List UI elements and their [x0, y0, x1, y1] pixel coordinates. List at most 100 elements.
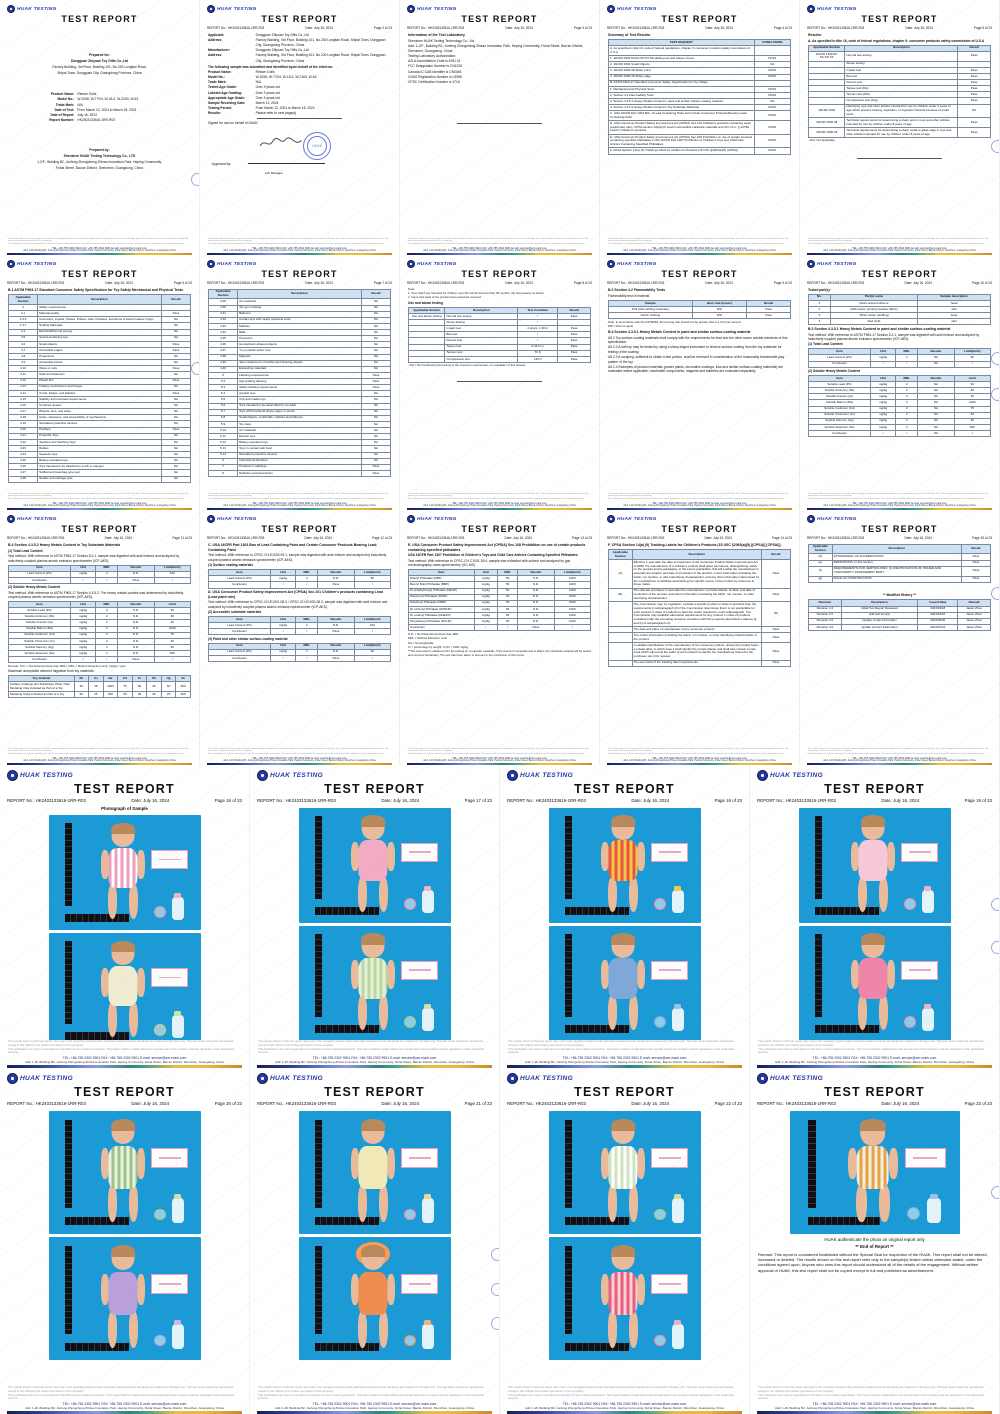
doll-leg: [128, 1184, 138, 1223]
info-table: Applicant: Dongguan Zhiyuan Toy Gifts Co.…: [208, 33, 391, 64]
table-cell: NA: [760, 601, 792, 628]
table-cell: NA: [917, 430, 955, 438]
doll-leg: [378, 1184, 388, 1223]
table-cell: mg/kg: [69, 570, 97, 578]
table-cell: /: [895, 430, 919, 438]
table-row: Lead Content (Pb) mg/kg 2 N.D. 90: [208, 648, 392, 656]
table-row: (e) DEFINITIONS. In this section: Pass: [808, 559, 992, 567]
table-cell: 136 N: [517, 355, 559, 363]
footer-disclaimer: This publication can only be reproduced …: [758, 1046, 984, 1055]
table-cell: Di-(2-Ethylhexyl) Phthalate (DEHP): [408, 587, 475, 595]
footer-color-bar: [507, 1410, 742, 1414]
table-cell: /: [497, 624, 519, 632]
report-date: Date: July 16, 2024: [631, 1101, 670, 1106]
footer-contact: TEL: +86-755 2302 9901 FAX: +86-755 2302…: [652, 246, 747, 250]
page-footer: The results shown in this test report re…: [757, 1386, 992, 1410]
info-value: W-3298, W-TY04, W-18-2, W-2163, W-63: [77, 97, 139, 102]
report-title: TEST REPORT: [861, 14, 938, 24]
bottle-cap: [424, 1320, 432, 1326]
footer-disclaimer: The results shown in this test report re…: [808, 747, 989, 753]
table-cell: 60: [153, 637, 192, 645]
column-header: Description: [831, 543, 962, 555]
body-text: Test method: With reference to ASTM F963…: [8, 590, 184, 600]
footer-address: Add: 1-2F, Building B2, Junfeng Zhongche…: [275, 1405, 474, 1410]
doll-sample: [600, 933, 646, 1032]
info-key: Date of Test:: [54, 107, 75, 112]
table-cell: Pass: [760, 626, 792, 634]
footer-disclaimer: This publication can only be reproduced …: [408, 753, 585, 756]
table-cell: Dibutyl Phthalate (DBP): [408, 575, 475, 583]
page-body: Applicant: Dongguan Zhiyuan Toy Gifts Co.…: [207, 32, 392, 238]
table-cell: /: [69, 576, 97, 584]
page-header: HUAK TESTING: [807, 515, 992, 523]
footer-address: Add: 1-2F, Building B2, Junfeng Zhongche…: [823, 249, 976, 252]
sample-photo: [789, 1111, 960, 1234]
doll-sample: [350, 1118, 396, 1224]
column-header: Result: [360, 288, 392, 300]
footer-disclaimer: This publication can only be reproduced …: [758, 1392, 984, 1401]
doll-arm: [137, 849, 146, 879]
body-text: A5.2 Toy surface-coating materials shall…: [608, 335, 788, 345]
column-header: Result: [760, 549, 792, 561]
doll-leg: [128, 1002, 138, 1038]
footer-disclaimer: This publication can only be reproduced …: [208, 498, 385, 501]
table-head: Item Unit MDL Results Limit: [8, 601, 192, 609]
footer-contact: TEL: +86-755 2302 9901 FAX: +86-755 2302…: [252, 246, 347, 250]
huak-logo-text: HUAK TESTING: [520, 772, 574, 779]
table-cell: /: [895, 360, 919, 368]
sub-heading: (2) Soluble Heavy Metals Content: [808, 369, 861, 374]
sample-photo: [298, 1111, 451, 1234]
approval-stamp: HUAK: [303, 131, 332, 160]
doll-arm: [600, 1273, 609, 1305]
sample-label-text: [409, 1283, 431, 1285]
doll-arm: [350, 1147, 359, 1179]
table-body: Use and abuse testing Normal use testing /…: [407, 312, 591, 363]
divider-line: [257, 118, 342, 120]
table-cell: A. As specified in title 16, code of fed…: [608, 45, 755, 57]
huak-logo-icon: [7, 260, 15, 268]
doll-leg: [878, 1184, 890, 1223]
table-row: F. CPSA Section 14(a) (5) Tracking Label…: [608, 147, 792, 155]
table-row: Conclusion / / Pass /: [408, 624, 592, 632]
footer-address: Add: 1-2F, Building B2, Junfeng Zhongche…: [25, 1059, 224, 1064]
page-number: Page 18 of 23: [714, 798, 742, 803]
table-head: Applicable Section Description Result: [7, 294, 192, 306]
info-table: Product Name: Reborn Dolls Model No.: W-329…: [21, 92, 178, 123]
page-footer: The results shown in this test report re…: [257, 1386, 492, 1410]
page-body: [757, 805, 992, 1041]
note-text: Remark: N.D. = Not Detected (less than M…: [8, 663, 126, 668]
table-cell: 1000: [553, 581, 592, 589]
page-body: [507, 805, 742, 1041]
table-cell: PASS: [753, 110, 792, 122]
footer-disclaimer: This publication can only be reproduced …: [508, 1392, 734, 1401]
footer-address: Add: 1-2F, Building B2, Junfeng Zhongche…: [823, 759, 976, 762]
table-cell: mg/kg: [69, 613, 97, 621]
report-title: TEST REPORT: [824, 1085, 925, 1099]
footer-color-bar: [257, 1410, 492, 1414]
sample-label-card: [904, 1147, 946, 1169]
doll-outfit: [358, 840, 388, 881]
page-number: Page 13 of 23: [572, 536, 592, 540]
doll-sample: [600, 1244, 646, 1350]
pacifier: [153, 1023, 166, 1036]
table-row: Dicyclohexyl Phthalate (DCHP) mg/kg 50 N.D.…: [408, 618, 592, 626]
doll-hair: [611, 815, 635, 827]
column-header: Description: [840, 599, 919, 607]
info-row: Address: Factory Building, 3rd Floor, Bui…: [208, 53, 391, 63]
body-text: Shenzhen HUAK Testing Technology Co., Lt…: [408, 38, 476, 43]
table-row: (f) REQUIREMENTS FOR CERTIFICATES: (1) ID…: [808, 565, 992, 577]
huak-logo-icon: [207, 5, 215, 13]
huak-logo-icon: [807, 5, 815, 13]
table-cell: Pass: [957, 50, 991, 62]
table-header-row: Applicable Section Description Result: [608, 549, 792, 561]
table-cell: /: [95, 576, 119, 584]
doll-arm: [100, 849, 109, 879]
body-text: A5.2.4 Examples of product materials (po…: [608, 364, 783, 374]
footer-address: Add: 1-2F, Building B2, Junfeng Zhongche…: [223, 249, 376, 252]
table-row: Revision 1.0 Initial Test Report Released…: [808, 605, 991, 613]
sample-label-text: [909, 851, 931, 853]
table-row: Soluble Arsenic (As) mg/kg 2 N.D. 25: [8, 619, 192, 627]
report-number: REPORT No.: HK2403133616-1RR-R03: [407, 536, 465, 540]
footer-color-bar: [607, 507, 792, 510]
page-footer: The results shown in this test report re…: [207, 748, 392, 762]
